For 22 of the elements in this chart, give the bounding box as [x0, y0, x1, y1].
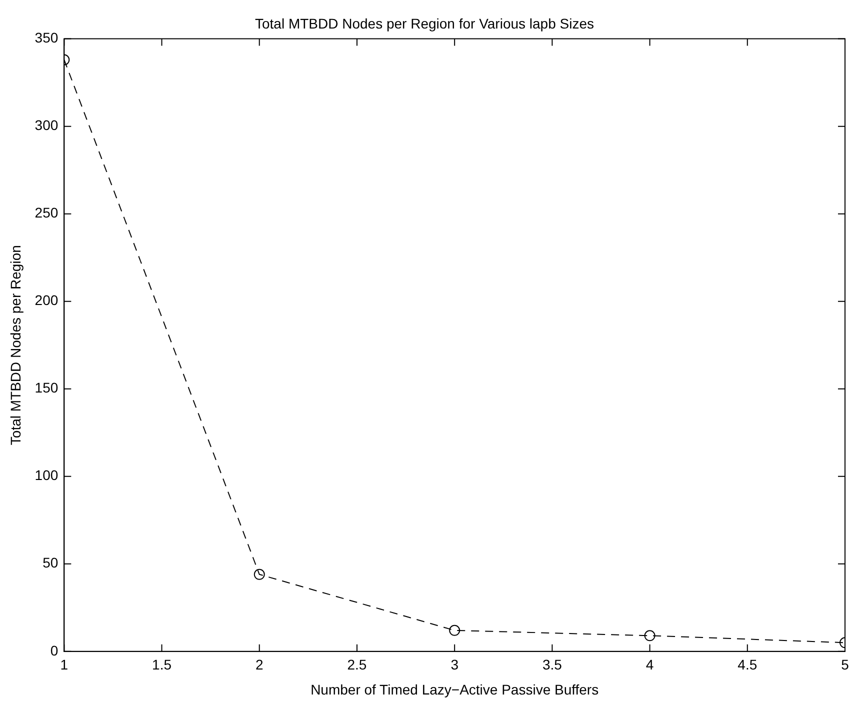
- y-tick-label: 50: [42, 554, 58, 571]
- x-tick-label: 2: [255, 656, 264, 673]
- x-tick-label: 1.5: [152, 656, 172, 673]
- point: [449, 624, 460, 636]
- x-tick-label: 3.5: [542, 656, 562, 673]
- y-tick-label: 150: [34, 380, 58, 396]
- y-tick-label: 350: [34, 30, 58, 46]
- x-tick-label: 1: [60, 656, 68, 673]
- point: [644, 630, 656, 642]
- y-tick-label: 100: [34, 467, 58, 484]
- chart-title: Total MTBDD Nodes per Region for Various lapb Sizes: [254, 15, 594, 32]
- x-tick-label: 4: [646, 656, 654, 673]
- y-axis-title: Total MTBDD Nodes per Region: [7, 245, 24, 446]
- x-axis-title: Number of Timed Lazy−Active Passive Buffers: [310, 681, 599, 698]
- y-tick-label: 300: [34, 117, 58, 134]
- x-tick-label: 4.5: [738, 656, 758, 673]
- x-tick-label: 2.5: [347, 656, 367, 673]
- y-tick-label: 200: [34, 292, 58, 308]
- x-tick-label: 5: [841, 656, 850, 673]
- y-tick-label: 250: [34, 204, 58, 221]
- x-tick-label: 3: [450, 656, 459, 673]
- y-tick-label: 0: [50, 642, 58, 658]
